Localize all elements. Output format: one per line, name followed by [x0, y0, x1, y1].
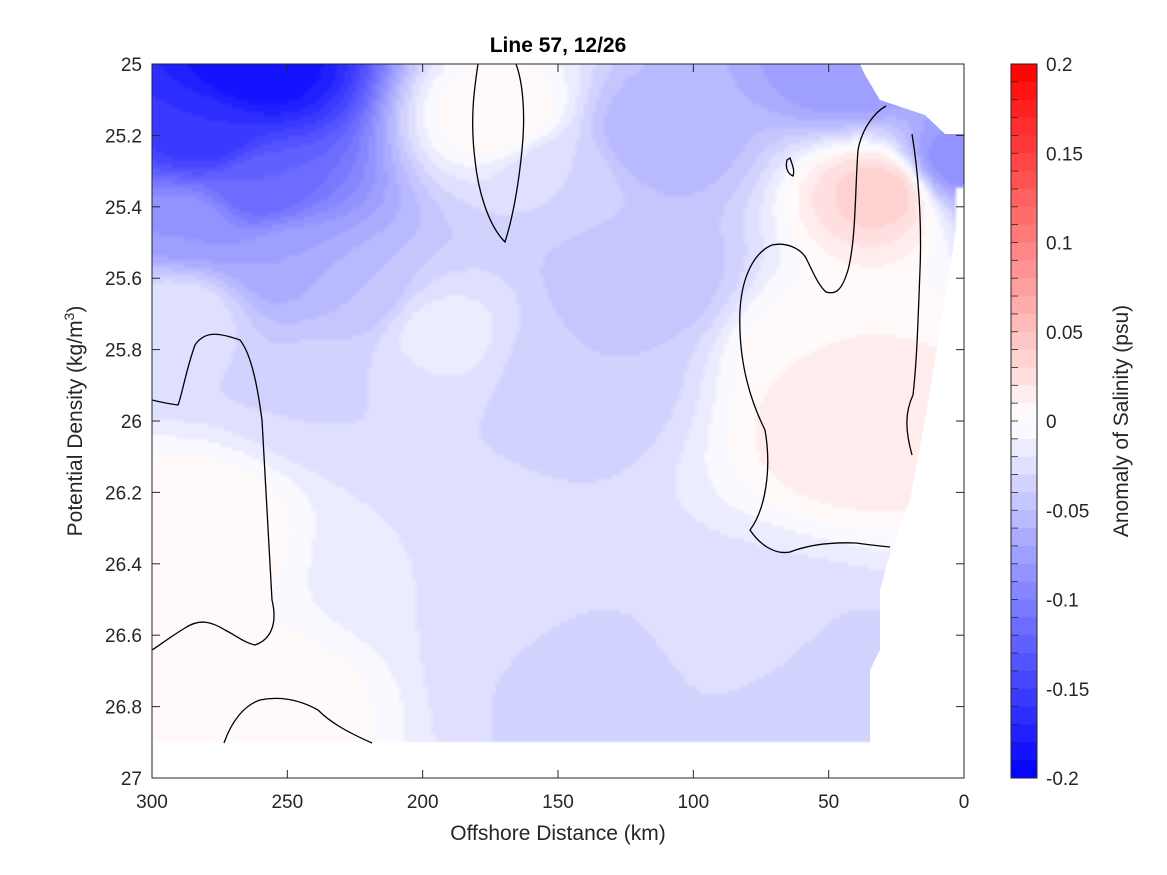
colorbar-swatch — [1011, 367, 1037, 386]
y-axis-label: Potential Density (kg/m3) — [61, 306, 87, 537]
colorbar-tick-label: -0.1 — [1046, 591, 1079, 612]
colorbar-tick-label: 0.2 — [1046, 55, 1072, 76]
colorbar-swatch — [1011, 188, 1037, 208]
y-axis-label-close: ) — [64, 306, 87, 313]
colorbar-swatch — [1011, 403, 1037, 422]
y-tick-label: 26.8 — [105, 698, 142, 719]
contour-line — [739, 105, 891, 554]
colorbar-tick-label: -0.2 — [1046, 769, 1079, 790]
contour-line — [472, 64, 525, 244]
colorbar-ticks: 0.2 0.15 0.1 0.05 0 -0.05 -0.1 -0.15 -0.2 — [1046, 55, 1089, 790]
colorbar-swatch — [1011, 64, 1037, 83]
colorbar-swatch — [1011, 385, 1037, 404]
colorbar-tick-label: -0.05 — [1046, 501, 1089, 522]
x-axis-label: Offshore Distance (km) — [450, 822, 666, 845]
y-axis: 25 25.2 25.4 25.6 25.8 26 26.2 26.4 26.6 26.8 27 — [105, 55, 964, 790]
colorbar-tick-label: -0.15 — [1046, 680, 1089, 701]
colorbar-swatch — [1011, 688, 1037, 708]
colorbar-swatch — [1011, 331, 1037, 351]
x-tick-label: 250 — [271, 792, 303, 813]
colorbar-swatch — [1011, 260, 1037, 279]
colorbar-tick-label: 0.15 — [1046, 144, 1083, 165]
y-tick-label: 26.4 — [105, 555, 142, 576]
colorbar-swatch — [1011, 135, 1037, 154]
y-axis-label-main: Potential Density (kg/m — [64, 320, 87, 536]
y-tick-label: 26.6 — [105, 626, 142, 647]
x-tick-label: 50 — [818, 792, 839, 813]
y-tick-label: 25 — [121, 55, 142, 76]
colorbar-tick-label: 0.05 — [1046, 323, 1083, 344]
x-axis: 300 250 200 150 100 50 0 — [136, 64, 969, 813]
colorbar-swatch — [1011, 474, 1037, 493]
colorbar-swatch — [1011, 742, 1037, 761]
colorbar-swatch — [1011, 242, 1037, 261]
colorbar-swatch — [1011, 117, 1037, 136]
colorbar-swatch — [1011, 617, 1037, 636]
colorbar-swatch — [1011, 581, 1037, 600]
y-axis-label-superscript: 3 — [61, 312, 77, 320]
colorbar-swatch — [1011, 545, 1037, 565]
colorbar-swatch — [1011, 706, 1037, 725]
y-tick-label: 26 — [121, 412, 142, 433]
contour-line — [152, 333, 275, 651]
colorbar-label: Anomaly of Salinity (psu) — [1110, 305, 1133, 537]
colorbar-swatch — [1011, 171, 1037, 190]
x-tick-label: 0 — [959, 792, 970, 813]
y-tick-label: 27 — [121, 769, 142, 790]
colorbar-swatch — [1011, 224, 1037, 243]
colorbar-tick-label: 0.1 — [1046, 234, 1072, 255]
colorbar-swatch — [1011, 456, 1037, 476]
colorbar-swatch — [1011, 81, 1037, 101]
colorbar-tick-label: 0 — [1046, 412, 1057, 433]
y-tick-label: 25.2 — [105, 126, 142, 147]
x-tick-label: 100 — [677, 792, 709, 813]
colorbar-swatch — [1011, 313, 1037, 333]
colorbar-swatch — [1011, 653, 1037, 672]
x-tick-label: 150 — [542, 792, 574, 813]
zero-contours — [152, 64, 922, 744]
colorbar-swatch — [1011, 492, 1037, 511]
contour-line — [906, 133, 922, 456]
colorbar-swatch — [1011, 296, 1037, 315]
y-tick-label: 25.8 — [105, 341, 142, 362]
colorbar-swatch — [1011, 438, 1037, 458]
y-tick-label: 25.6 — [105, 269, 142, 290]
plot-area: 300 250 200 150 100 50 0 2525.225.425.625.8262… — [105, 55, 969, 813]
colorbar-swatch — [1011, 528, 1037, 547]
y-tick-label: 25.4 — [105, 198, 142, 219]
y-tick-label: 26.2 — [105, 483, 142, 504]
colorbar-swatch — [1011, 510, 1037, 529]
colorbar-swatch — [1011, 635, 1037, 654]
colorbar-swatch — [1011, 421, 1037, 440]
colorbar-swatches — [1011, 64, 1037, 779]
colorbar-frame — [1010, 63, 1038, 779]
chart-title: Line 57, 12/26 — [490, 34, 627, 57]
contour-line — [223, 697, 373, 744]
x-tick-label: 300 — [136, 792, 168, 813]
colorbar-swatch — [1011, 153, 1037, 172]
colorbar-swatch — [1011, 349, 1037, 368]
colorbar-swatch — [1011, 599, 1037, 618]
colorbar-swatch — [1011, 760, 1037, 779]
colorbar-swatch — [1011, 724, 1037, 743]
contour-line — [785, 156, 795, 177]
colorbar-swatch — [1011, 99, 1037, 119]
salinity-anomaly-field — [152, 64, 964, 743]
colorbar: 0.2 0.15 0.1 0.05 0 -0.05 -0.1 -0.15 -0.2 Anomal… — [1010, 55, 1133, 790]
colorbar-swatch — [1011, 278, 1037, 297]
colorbar-swatch — [1011, 563, 1037, 583]
colorbar-swatch — [1011, 670, 1037, 690]
colorbar-swatch — [1011, 206, 1037, 226]
x-tick-label: 200 — [407, 792, 439, 813]
